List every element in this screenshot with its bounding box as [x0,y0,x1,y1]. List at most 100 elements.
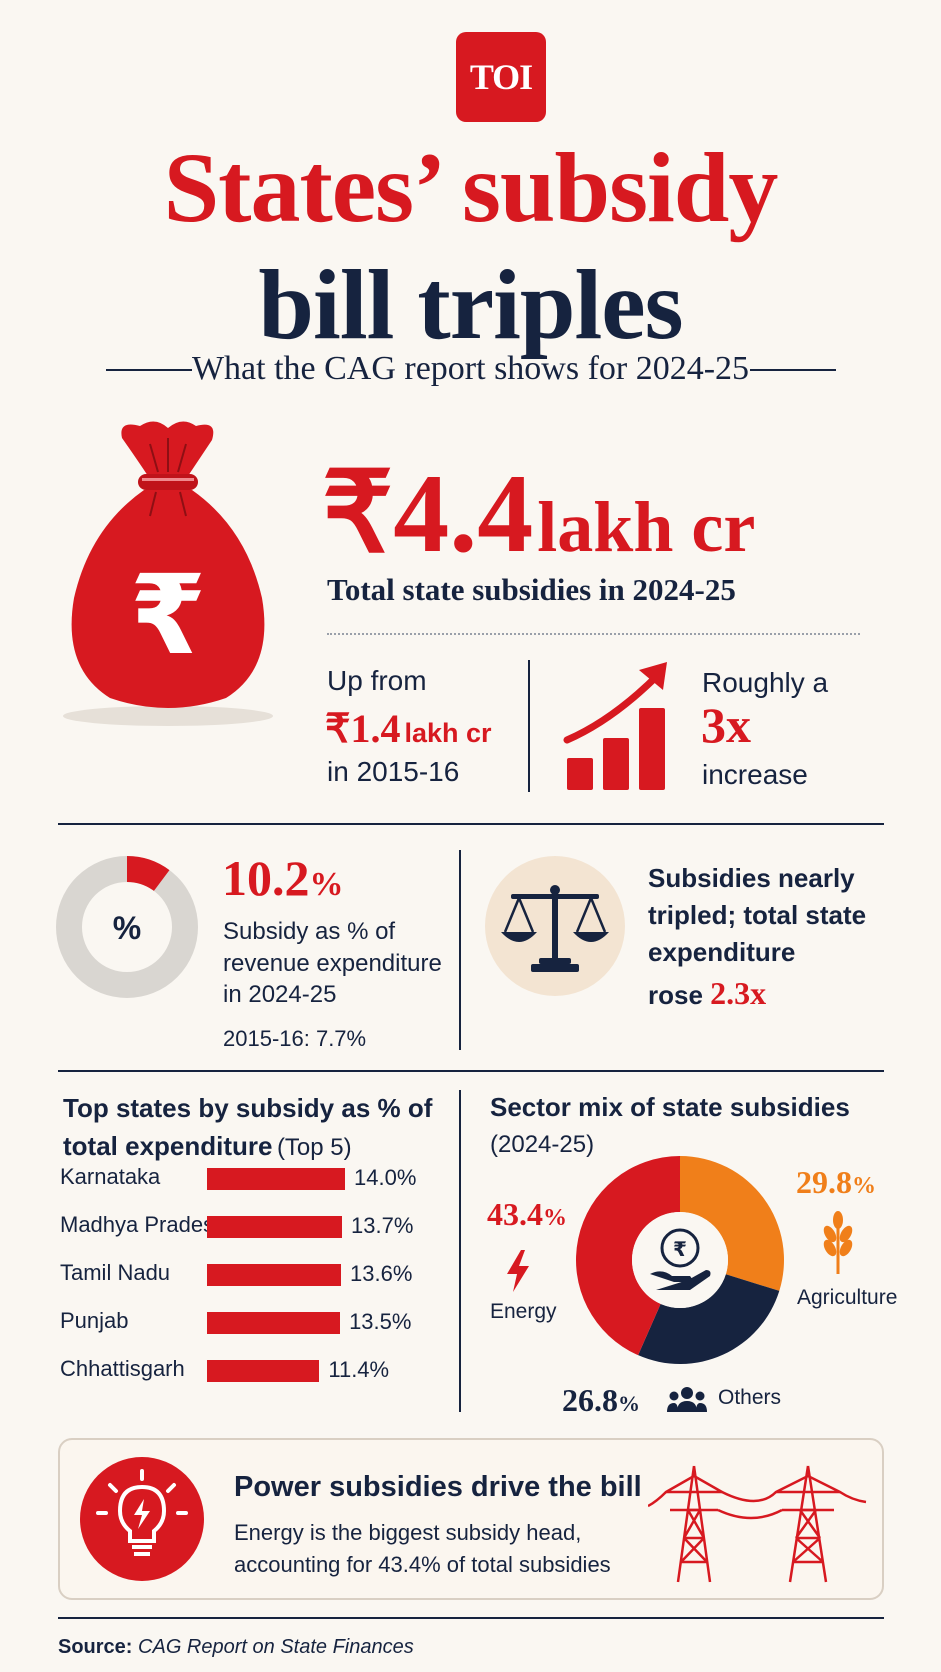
callout-line-2: accounting for 43.4% of total subsidies [234,1551,611,1577]
state-bar-value: 14.0% [354,1165,417,1190]
section-rule-1 [58,823,884,825]
energy-value-unit: % [543,1205,567,1231]
top-states-title-line-2: total expenditure (Top 5) [63,1128,432,1166]
sector-mix-donut: ₹ [575,1156,784,1364]
money-bag-icon: ₹ [63,421,273,726]
state-bar-value: 13.7% [351,1213,414,1238]
prior-value-year: in 2015-16 [327,756,460,787]
state-bar [207,1360,320,1382]
hero-stat-divider [528,660,530,792]
total-subsidy-value: ₹4.4 lakh cr [322,458,755,570]
energy-value: 43.4% [487,1198,567,1230]
rupee-icon: ₹ [673,1237,687,1261]
lightbulb-icon [80,1457,204,1581]
rupee-coin-icon [660,1228,700,1268]
source-note: Source: CAG Report on State Finances [58,1636,414,1659]
percent-icon: % [113,910,141,946]
hand-icon [650,1270,711,1290]
state-name: Tamil Nadu [60,1260,171,1285]
state-bar [207,1264,342,1286]
comparison-value: 2.3x [710,974,767,1011]
share-caption: Subsidy as % of revenue expenditure in 2… [223,916,442,1011]
comparison-line-4-prefix: rose [648,979,703,1010]
callout-title: Power subsidies drive the bill [234,1471,642,1503]
subtitle: What the CAG report shows for 2024-25 [191,350,750,387]
toi-logo: TOI [456,32,546,122]
energy-label: Energy [490,1300,557,1323]
share-caption-line-1: Subsidy as % of [223,918,396,945]
top-states-title-bold: total expenditure [63,1130,273,1161]
balance-scale-icon [485,856,625,996]
prior-value-intro: Up from [327,665,427,696]
share-caption-line-2: revenue expenditure [223,949,442,977]
wheat-icon [823,1211,853,1274]
state-bar-value: 11.4% [328,1357,390,1382]
sector-mix-subtitle: (2024-25) [490,1131,595,1158]
growth-chart-icon [563,662,667,790]
share-value-unit: % [309,866,344,903]
share-value: 10.2% [222,853,344,903]
subtitle-rule-right [750,369,836,371]
state-name: Punjab [60,1308,129,1333]
state-bar [207,1168,345,1190]
share-value-number: 10.2 [222,850,310,906]
svg-text:₹: ₹ [130,551,207,679]
total-subsidy-unit: lakh cr [537,487,756,567]
share-donut: % [56,856,198,998]
state-bar [207,1312,341,1334]
share-comparison: 2015-16: 7.7% [223,1026,367,1051]
energy-value-number: 43.4 [487,1196,543,1232]
sector-slice-agriculture [680,1156,784,1291]
state-bar-value: 13.5% [349,1309,412,1334]
callout-body: Energy is the biggest subsidy head, acco… [234,1517,611,1581]
hero-divider [327,633,860,635]
top-states-title: Top states by subsidy as % of total expe… [63,1090,432,1165]
prior-value-number: ₹1.4 [325,706,401,751]
multiplier-caption: increase [702,759,808,790]
agriculture-value: 29.8% [796,1166,876,1198]
multiplier-value: 3x [701,697,751,753]
state-bar-value: 13.6% [350,1261,413,1286]
state-bar [207,1216,343,1238]
total-subsidy-number: ₹4.4 [322,452,534,576]
lightning-icon [507,1250,529,1292]
comparison-line-3: expenditure [648,936,796,967]
prior-value: ₹1.4 lakh cr [325,705,492,752]
source-text: CAG Report on State Finances [138,1636,414,1658]
sector-slice-energy [575,1156,680,1356]
section-rule-2 [58,1070,884,1072]
callout-line-1: Energy is the biggest subsidy head, [234,1520,582,1545]
others-value: 26.8% [562,1384,640,1416]
agriculture-label: Agriculture [797,1286,898,1309]
top-states-title-line-1: Top states by subsidy as % of [63,1093,433,1123]
subtitle-rule-left [106,369,192,371]
total-subsidy-caption: Total state subsidies in 2024-25 [327,572,736,607]
share-donut-arc [126,856,170,892]
top-states-title-suffix: (Top 5) [276,1133,352,1161]
title-line-1: States’ subsidy [163,132,779,243]
others-value-number: 26.8 [562,1382,618,1418]
comparison-line-2: tripled; total state [648,899,867,930]
agriculture-value-unit: % [852,1173,876,1199]
sector-mix-title: Sector mix of state subsidies [490,1092,850,1122]
footer-rule [58,1617,884,1619]
state-name: Karnataka [60,1164,161,1189]
others-label: Others [718,1386,782,1409]
state-name: Chhattisgarh [60,1356,185,1381]
transmission-tower-icon [648,1465,867,1583]
source-label: Source: [58,1636,133,1658]
state-name: Madhya Pradesh [60,1212,227,1237]
comparison-line-1: Subsidies nearly [648,863,855,893]
title-line-2: bill triples [258,249,683,360]
comparison-line-4: rose 2.3x [648,971,866,1016]
section-divider-2 [459,850,461,1050]
prior-value-unit: lakh cr [404,718,492,748]
share-caption-line-3: in 2024-25 [223,981,337,1009]
sector-slice-others [638,1274,780,1364]
comparison-text: Subsidies nearly tripled; total state ex… [648,860,866,1016]
others-value-unit: % [618,1391,640,1416]
multiplier-intro: Roughly a [702,667,829,698]
agriculture-value-number: 29.8 [796,1164,852,1200]
people-icon [667,1387,707,1412]
section-divider-3 [459,1090,461,1412]
